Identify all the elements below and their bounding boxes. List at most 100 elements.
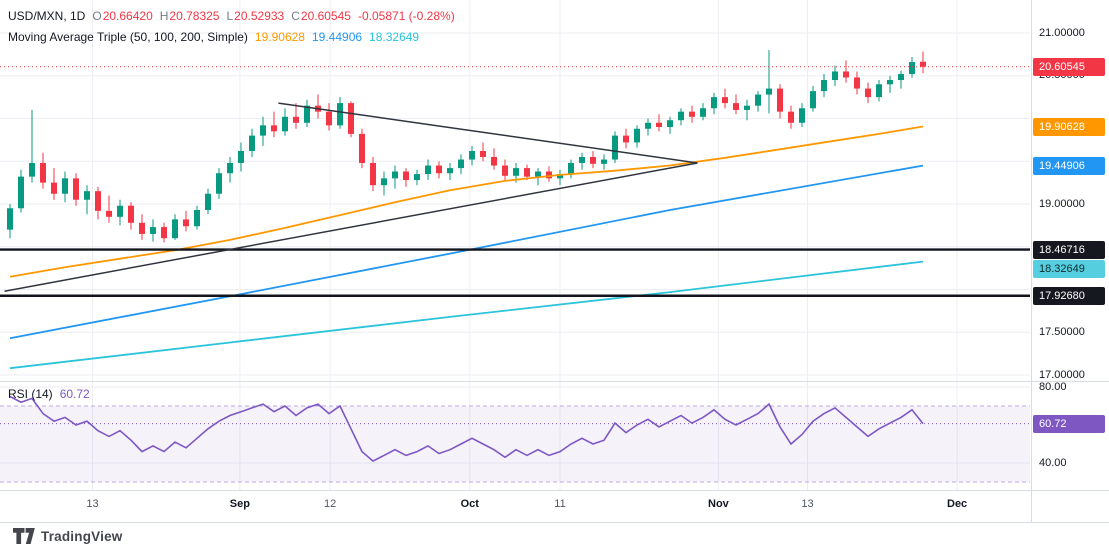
ohlc-open-value: 20.66420 xyxy=(102,9,153,23)
ohlc-high: H 20.78325 xyxy=(160,9,220,23)
candle-body xyxy=(920,61,926,67)
ohlc-low-label: L xyxy=(226,9,234,23)
candle-body xyxy=(854,77,860,89)
price-change: -0.05871 (-0.28%) xyxy=(357,9,455,23)
ma-200-line[interactable] xyxy=(9,260,924,370)
candle-body xyxy=(744,105,750,110)
candle-body xyxy=(51,182,57,194)
ohlc-low: L 20.52933 xyxy=(226,9,284,23)
candle-body xyxy=(139,222,145,234)
candle-body xyxy=(898,74,904,81)
candle-body xyxy=(458,159,464,169)
candle-body xyxy=(788,111,794,123)
candle-body xyxy=(29,162,35,177)
ohlc-high-value: 20.78325 xyxy=(169,9,220,23)
candle-body xyxy=(634,128,640,143)
candle-body xyxy=(260,125,266,136)
chart-bottom-border xyxy=(0,522,1109,523)
candle-body xyxy=(733,103,739,110)
candle-body xyxy=(700,108,706,117)
ma200-legend-value: 18.32649 xyxy=(369,30,420,44)
candle-body xyxy=(612,135,618,160)
candle-body xyxy=(161,227,167,239)
candle-body xyxy=(337,103,343,126)
ma50-badge: 19.90628 xyxy=(1033,117,1105,136)
candle-body xyxy=(568,162,574,175)
axis-label: 17.00000 xyxy=(1039,368,1085,381)
time-axis-label[interactable]: Sep xyxy=(229,498,250,510)
price-axis-separator xyxy=(1031,0,1032,522)
rsi-legend: RSI (14) 60.72 xyxy=(8,387,90,401)
candlestick-series[interactable] xyxy=(7,50,926,243)
candle-body xyxy=(414,174,420,181)
candle-body xyxy=(843,71,849,78)
candle-body xyxy=(799,108,805,123)
time-axis-label[interactable]: 13 xyxy=(86,498,99,510)
candle-body xyxy=(117,205,123,217)
time-axis-label[interactable]: Oct xyxy=(460,498,479,510)
candle-body xyxy=(469,150,475,160)
rsi-legend-value: 60.72 xyxy=(59,387,90,401)
candle-body xyxy=(128,205,134,223)
time-axis-label[interactable]: Nov xyxy=(708,498,729,510)
time-axis-label[interactable]: 11 xyxy=(554,498,566,510)
candle-body xyxy=(557,174,563,179)
candle-body xyxy=(359,133,365,163)
candle-body xyxy=(755,94,761,106)
descending-trendline[interactable] xyxy=(278,102,698,164)
time-axis-label[interactable]: 13 xyxy=(801,498,814,510)
tradingview-logo[interactable]: TradingView xyxy=(13,528,122,544)
ma-50-line[interactable] xyxy=(9,125,924,278)
candle-body xyxy=(84,191,90,200)
time-axis-label[interactable]: 12 xyxy=(323,498,337,510)
candle-body xyxy=(183,219,189,227)
candle-body xyxy=(601,159,607,164)
ohlc-close-value: 20.60545 xyxy=(300,9,351,23)
drawing-tools[interactable] xyxy=(0,66,1030,297)
ma-legend: Moving Average Triple (50, 100, 200, Sim… xyxy=(8,30,419,44)
candle-body xyxy=(579,156,585,163)
candle-body xyxy=(194,209,200,227)
ma50-legend-value: 19.90628 xyxy=(254,30,305,44)
ma100-legend-value: 19.44906 xyxy=(311,30,363,44)
candle-body xyxy=(304,105,310,123)
pane-separator[interactable] xyxy=(0,381,1109,382)
ascending-trendline[interactable] xyxy=(4,162,698,292)
last-price-badge: 20.60545 xyxy=(1033,57,1105,76)
candle-body xyxy=(172,219,178,239)
rsi-series[interactable] xyxy=(0,395,1030,463)
moving-average-lines[interactable] xyxy=(9,125,924,370)
ma100-badge: 19.44906 xyxy=(1033,156,1105,175)
rsi-legend-title[interactable]: RSI (14) xyxy=(8,387,53,401)
ohlc-open: O 20.66420 xyxy=(92,9,152,23)
candle-body xyxy=(425,165,431,175)
candle-body xyxy=(535,171,541,177)
candle-body xyxy=(909,62,915,75)
ma-100-line[interactable] xyxy=(9,164,924,340)
candle-body xyxy=(777,88,783,112)
candle-body xyxy=(722,97,728,104)
ma200-badge: 18.32649 xyxy=(1033,259,1105,278)
price-axis[interactable]: 21.0000020.5000019.0000017.5000017.00000… xyxy=(1032,0,1109,490)
grid-lines xyxy=(0,0,1030,490)
rsi-band xyxy=(0,405,1030,483)
time-axis-separator xyxy=(0,490,1109,491)
ma-legend-title[interactable]: Moving Average Triple (50, 100, 200, Sim… xyxy=(8,30,248,44)
candle-body xyxy=(524,168,530,177)
time-axis[interactable]: 13 Sep 12 Oct 11 Nov 13 Dec xyxy=(0,490,1031,522)
candle-body xyxy=(205,193,211,210)
candle-body xyxy=(326,111,332,126)
candle-body xyxy=(293,116,299,123)
candle-body xyxy=(392,171,398,179)
candle-body xyxy=(62,178,68,194)
level-badge-lower: 17.92680 xyxy=(1033,286,1105,305)
time-axis-label[interactable]: Dec xyxy=(947,498,968,510)
symbol-title[interactable]: USD/MXN, 1D xyxy=(8,9,86,23)
candle-body xyxy=(18,176,24,209)
candle-body xyxy=(656,122,662,128)
candle-body xyxy=(480,150,486,157)
candle-body xyxy=(370,162,376,186)
candle-body xyxy=(590,156,596,164)
